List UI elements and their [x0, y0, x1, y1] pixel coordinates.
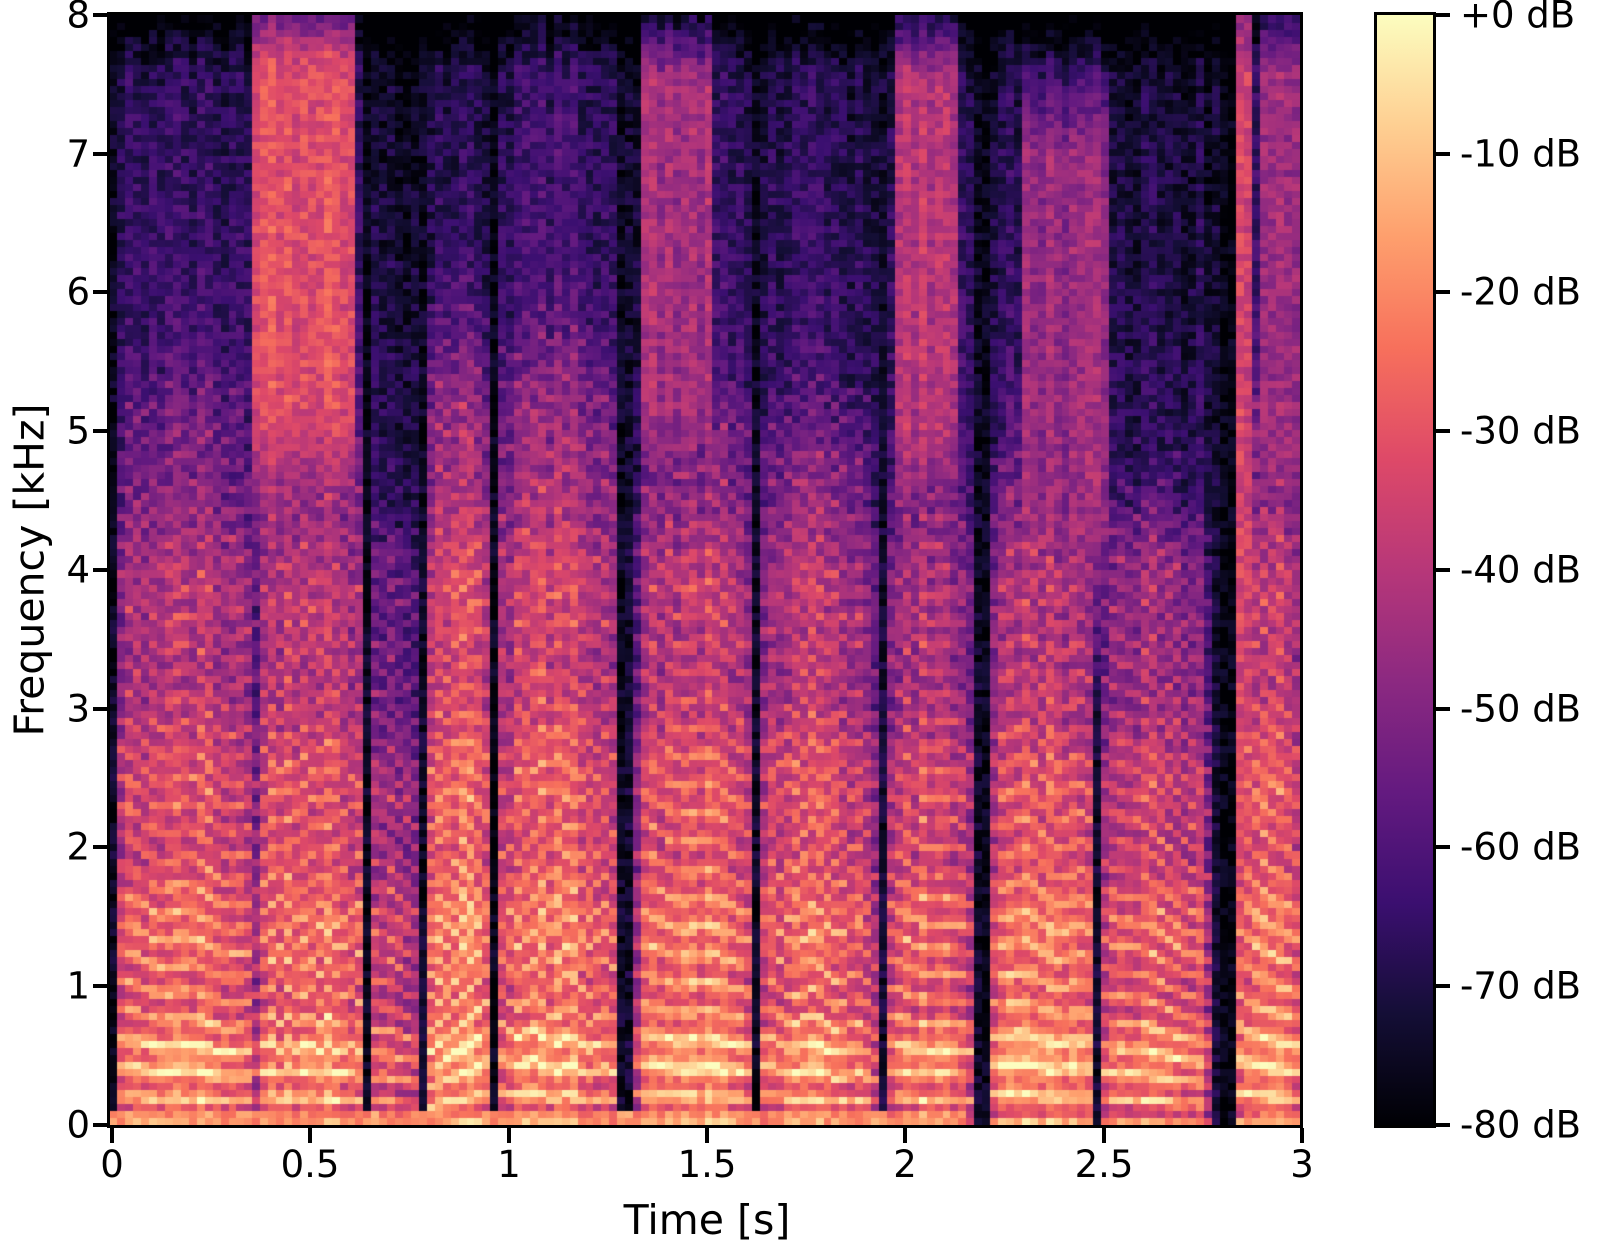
x-tick-label: 0: [100, 1143, 124, 1186]
x-tick-mark: [1102, 1128, 1106, 1143]
colorbar-tick-label: -80 dB: [1460, 1103, 1582, 1147]
x-tick-label: 2: [893, 1143, 917, 1186]
x-tick-label: 1: [497, 1143, 521, 1186]
colorbar-tick-label: -20 dB: [1460, 270, 1582, 314]
x-tick-mark: [1300, 1128, 1304, 1143]
y-tick-label: 3: [66, 687, 90, 731]
colorbar-tick-mark: [1436, 13, 1450, 17]
colorbar-gradient: [1377, 15, 1433, 1125]
x-tick-mark: [110, 1128, 114, 1143]
x-tick-mark: [705, 1128, 709, 1143]
x-axis-title: Time [s]: [623, 1196, 791, 1244]
y-tick-label: 4: [66, 548, 90, 592]
colorbar-tick-label: -40 dB: [1460, 548, 1582, 592]
colorbar-tick-mark: [1436, 845, 1450, 849]
y-tick-mark: [93, 845, 107, 849]
colorbar-tick-label: +0 dB: [1460, 0, 1576, 37]
y-tick-label: 7: [66, 132, 90, 176]
x-tick-label: 3: [1290, 1143, 1314, 1186]
y-tick-mark: [93, 707, 107, 711]
y-tick-label: 1: [66, 964, 90, 1008]
colorbar-tick-mark: [1436, 429, 1450, 433]
y-tick-label: 0: [66, 1103, 90, 1147]
x-tick-label: 1.5: [677, 1143, 737, 1186]
y-axis-title: Frequency [kHz]: [5, 403, 54, 737]
x-tick-label: 2.5: [1074, 1143, 1134, 1186]
colorbar-tick-mark: [1436, 290, 1450, 294]
y-tick-label: 5: [66, 409, 90, 453]
y-tick-mark: [93, 1123, 107, 1127]
colorbar-tick-label: -30 dB: [1460, 409, 1582, 453]
colorbar: [1374, 12, 1436, 1128]
colorbar-tick-label: -70 dB: [1460, 964, 1582, 1008]
colorbar-tick-mark: [1436, 1123, 1450, 1127]
colorbar-tick-label: -60 dB: [1460, 825, 1582, 869]
y-tick-label: 6: [66, 270, 90, 314]
x-tick-label: 0.5: [280, 1143, 340, 1186]
y-tick-mark: [93, 13, 107, 17]
spectrogram-heatmap: [110, 15, 1300, 1125]
colorbar-tick-mark: [1436, 152, 1450, 156]
colorbar-tick-label: -10 dB: [1460, 132, 1582, 176]
y-tick-mark: [93, 429, 107, 433]
colorbar-tick-label: -50 dB: [1460, 687, 1582, 731]
spectrogram-plot-area: [107, 12, 1303, 1128]
y-tick-mark: [93, 290, 107, 294]
x-tick-mark: [308, 1128, 312, 1143]
x-tick-mark: [507, 1128, 511, 1143]
y-tick-label: 8: [66, 0, 90, 37]
colorbar-tick-mark: [1436, 568, 1450, 572]
y-tick-mark: [93, 984, 107, 988]
y-tick-mark: [93, 568, 107, 572]
y-tick-label: 2: [66, 825, 90, 869]
colorbar-tick-mark: [1436, 984, 1450, 988]
y-tick-mark: [93, 152, 107, 156]
x-tick-mark: [903, 1128, 907, 1143]
colorbar-tick-mark: [1436, 707, 1450, 711]
